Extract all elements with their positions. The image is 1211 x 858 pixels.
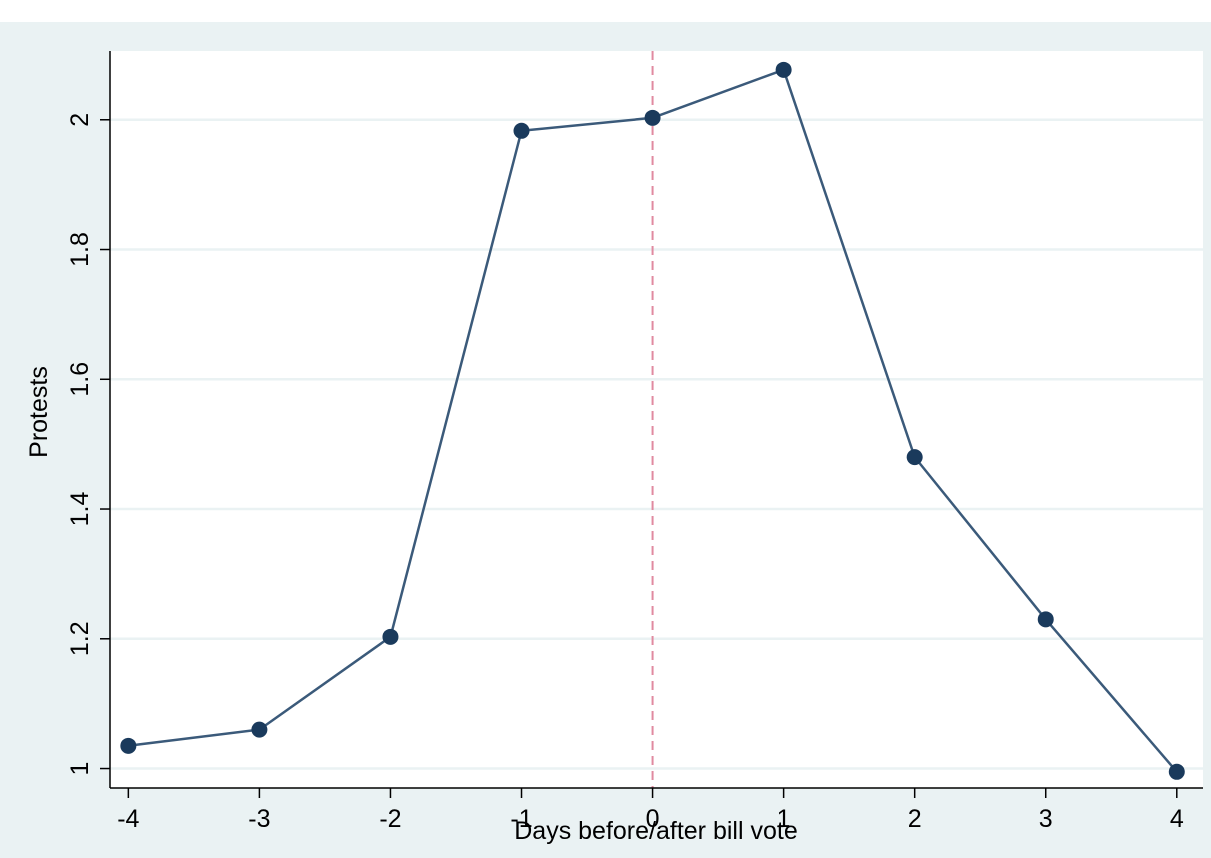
y-tick-label: 1.6 [66, 362, 94, 397]
data-point [906, 449, 923, 466]
x-tick-label: -2 [379, 805, 401, 833]
x-tick-label: 3 [1039, 805, 1053, 833]
data-point [513, 122, 530, 139]
data-point [120, 737, 137, 754]
chart-container: 1 1.2 1.4 1.6 1.8 2 -4 -3 -2 -1 0 1 2 3 4 Days before/… [0, 22, 1211, 858]
y-tick-label: 1.8 [66, 232, 94, 267]
y-tick-label: 2 [66, 113, 94, 127]
data-point [382, 628, 399, 645]
data-point [644, 109, 661, 126]
data-point [1037, 611, 1054, 628]
y-axis-title: Protests [25, 366, 53, 458]
series-group [120, 61, 1185, 780]
y-tick-label: 1.2 [66, 621, 94, 656]
x-tick-label: 2 [908, 805, 922, 833]
line-chart: 1 1.2 1.4 1.6 1.8 2 -4 -3 -2 -1 0 1 2 3 4 Days before/… [25, 51, 1203, 845]
y-tick-label: 1.4 [66, 492, 94, 527]
x-tick-label: -1 [510, 805, 532, 833]
data-point [1168, 763, 1185, 780]
axes [100, 51, 1203, 798]
x-tick-label: 0 [646, 805, 660, 833]
data-point [251, 721, 268, 738]
x-tick-label: -3 [248, 805, 270, 833]
tick-labels: 1 1.2 1.4 1.6 1.8 2 -4 -3 -2 -1 0 1 2 3 4 [66, 113, 1184, 833]
x-tick-label: 4 [1170, 805, 1184, 833]
data-point [775, 61, 792, 78]
y-tick-label: 1 [66, 762, 94, 776]
x-tick-label: 1 [777, 805, 791, 833]
plot-area [110, 51, 1203, 788]
x-tick-label: -4 [117, 805, 139, 833]
x-axis-title: Days before/after bill vote [514, 817, 797, 845]
